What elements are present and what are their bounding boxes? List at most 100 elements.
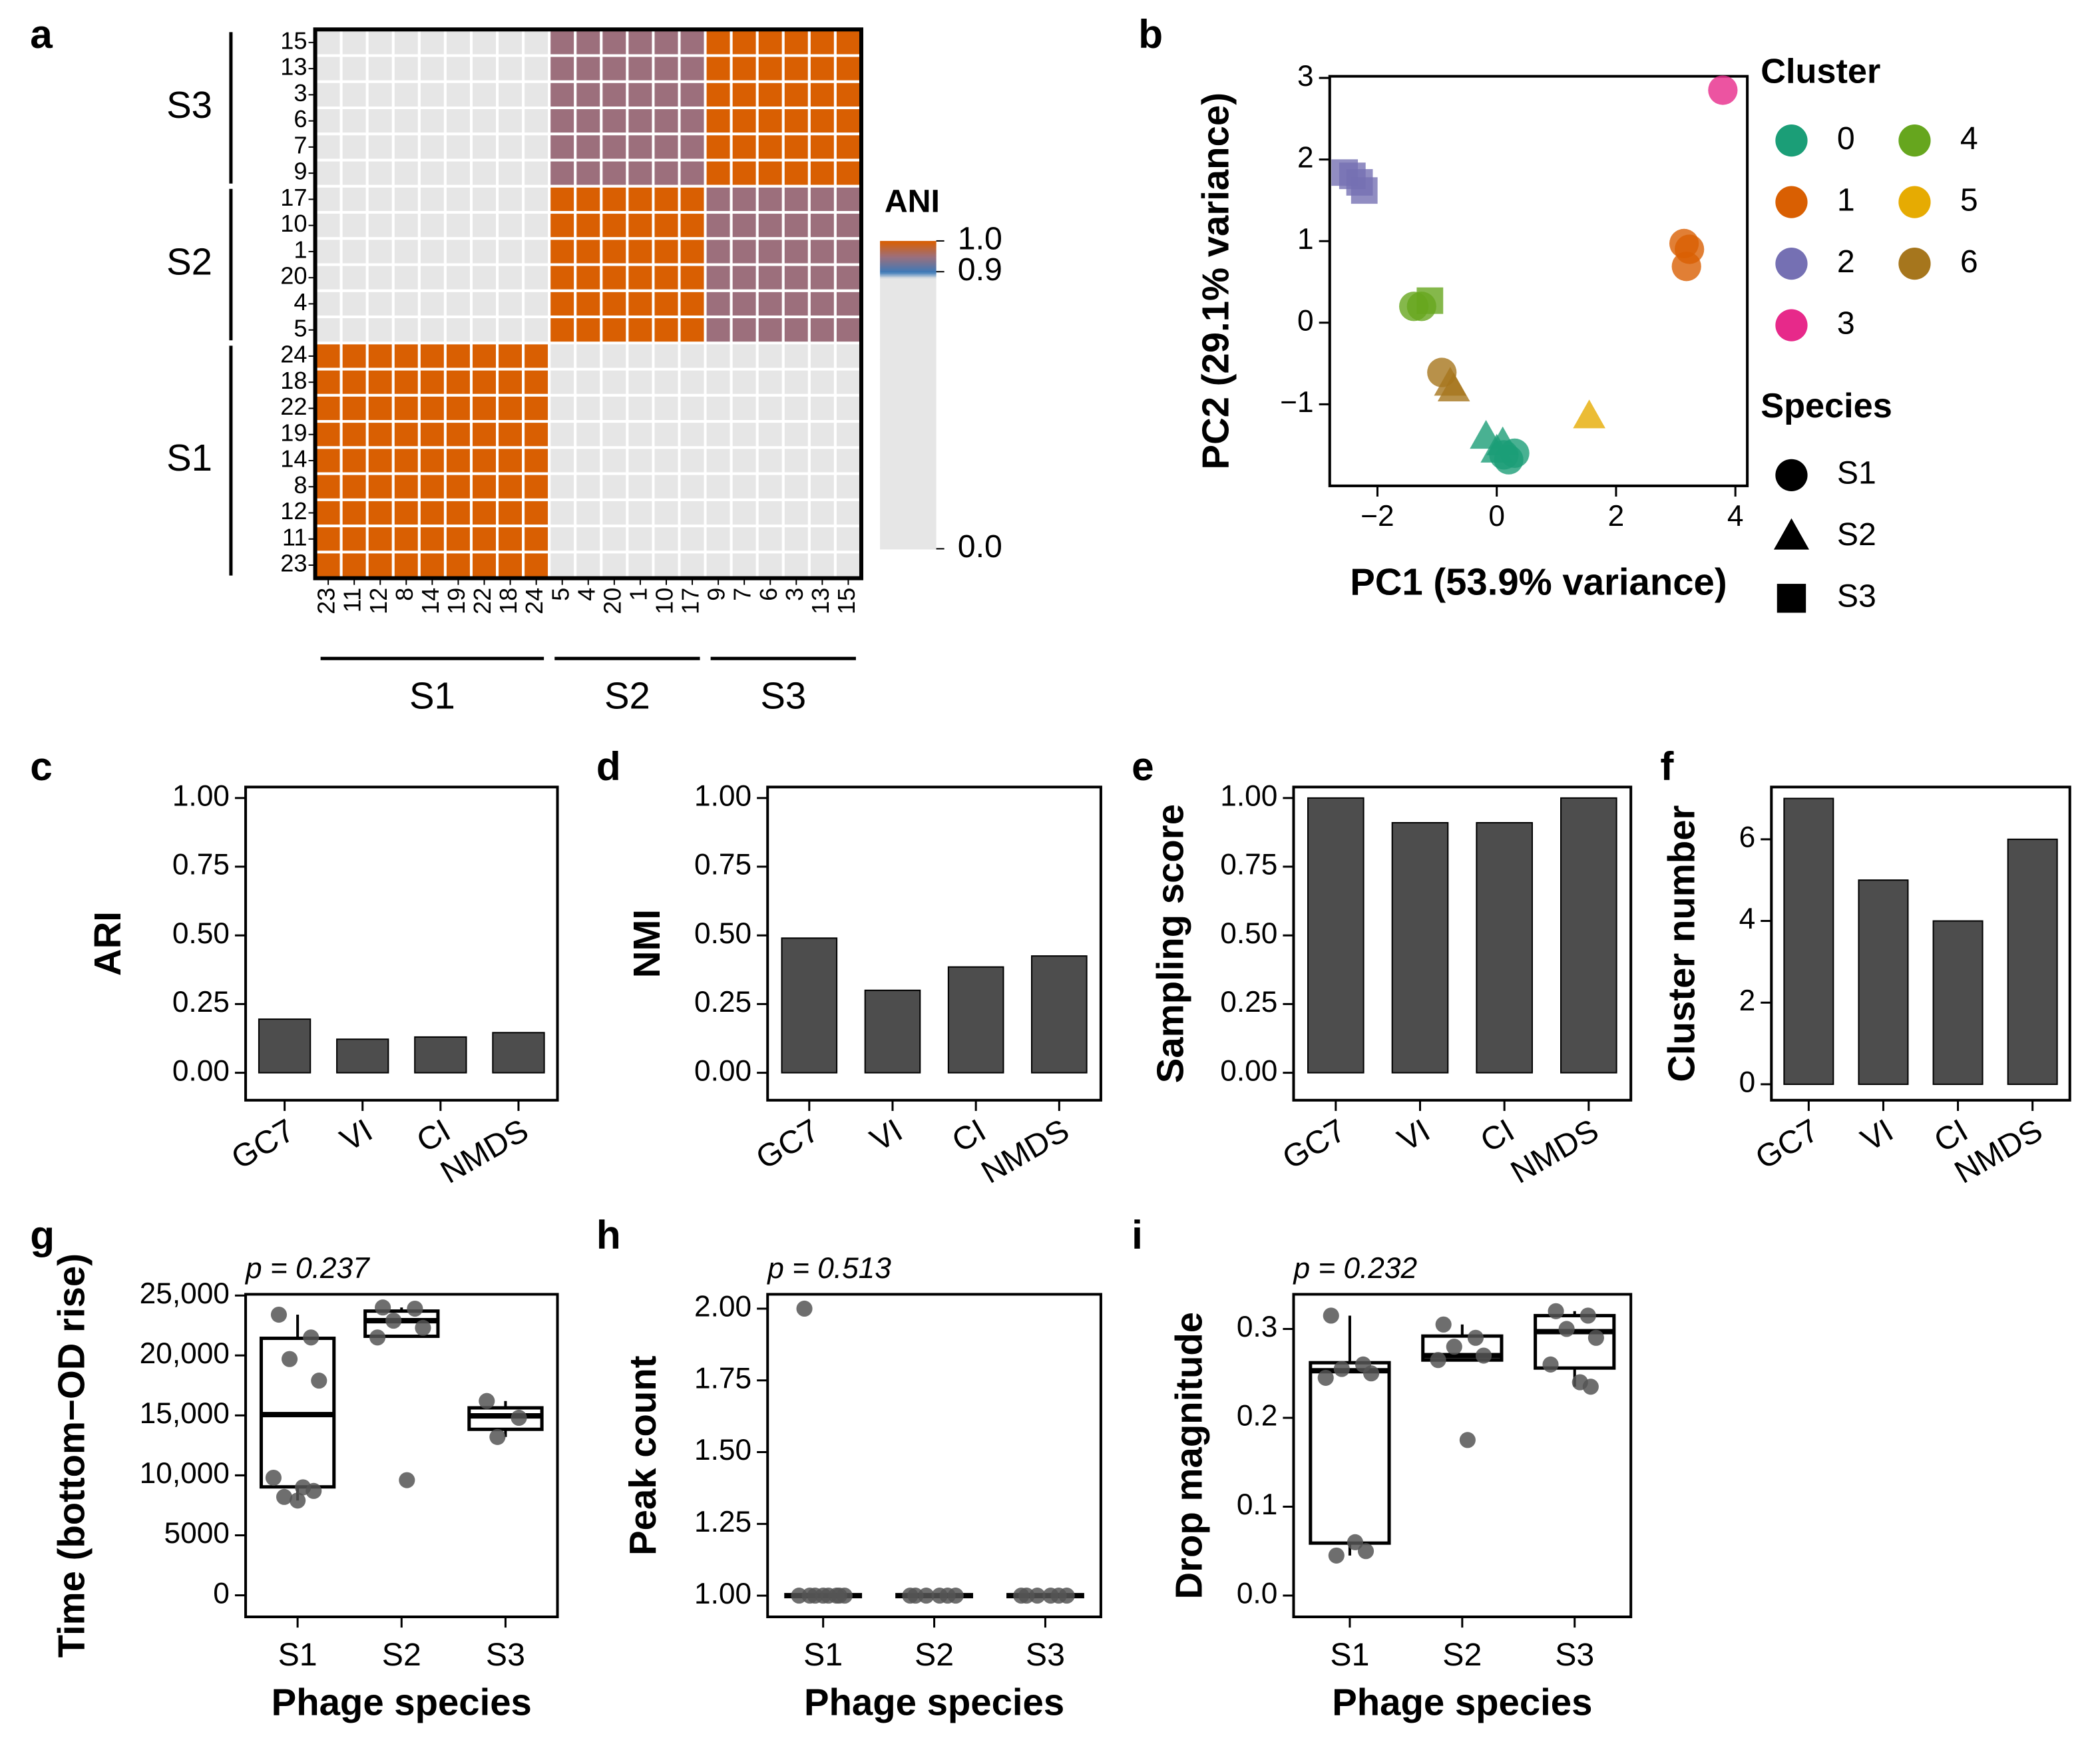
heatmap-cell bbox=[417, 420, 447, 449]
colorbar-slice bbox=[880, 365, 937, 368]
colorbar-slice bbox=[880, 373, 937, 376]
legend-label: 3 bbox=[1837, 305, 1855, 341]
heatmap-cell bbox=[548, 420, 577, 449]
colorbar-slice bbox=[880, 451, 937, 455]
colorbar-slice bbox=[880, 469, 937, 471]
y-tick-label: 1.50 bbox=[694, 1434, 751, 1466]
colorbar-slice bbox=[880, 399, 937, 402]
x-tick-label: GC7 bbox=[1277, 1112, 1352, 1176]
colorbar-slice bbox=[880, 429, 937, 431]
heatmap-cell bbox=[781, 525, 811, 554]
colorbar-slice bbox=[880, 256, 937, 259]
panel-letter: e bbox=[1132, 744, 1154, 789]
point bbox=[1029, 1588, 1046, 1604]
heatmap-cell bbox=[314, 393, 343, 423]
colorbar-slice bbox=[880, 342, 937, 345]
colorbar-slice bbox=[880, 326, 937, 328]
heatmap-cell bbox=[652, 184, 681, 214]
heatmap-cell bbox=[417, 237, 447, 266]
heatmap-cell bbox=[781, 289, 811, 319]
point bbox=[511, 1409, 527, 1426]
heatmap-cell bbox=[833, 28, 863, 57]
bar bbox=[781, 937, 838, 1074]
colorbar-slice bbox=[880, 487, 937, 490]
column-group-label: S3 bbox=[760, 674, 806, 716]
heatmap-cell bbox=[496, 54, 525, 83]
column-label: 5 bbox=[546, 588, 574, 601]
colorbar-slice bbox=[880, 248, 937, 251]
heatmap-cell bbox=[807, 211, 837, 240]
heatmap-cell bbox=[652, 446, 681, 475]
row-label: 8 bbox=[294, 471, 307, 499]
heatmap-cell bbox=[755, 420, 785, 449]
colorbar-slice bbox=[880, 371, 937, 374]
y-tick-label: 1 bbox=[1297, 223, 1314, 256]
heatmap-cell bbox=[781, 341, 811, 371]
heatmap-cell bbox=[781, 472, 811, 501]
heatmap-cell bbox=[548, 367, 577, 397]
heatmap-cell bbox=[443, 184, 473, 214]
heatmap-cell bbox=[443, 289, 473, 319]
heatmap-cell bbox=[807, 106, 837, 136]
colorbar-slice bbox=[880, 288, 937, 291]
colorbar-slice bbox=[880, 424, 937, 427]
point bbox=[407, 1300, 423, 1317]
heatmap-cell bbox=[730, 498, 759, 528]
colorbar-slice bbox=[880, 511, 937, 515]
heatmap-cell bbox=[833, 420, 863, 449]
row-label: 13 bbox=[280, 53, 307, 81]
heatmap-cell bbox=[339, 289, 369, 319]
heatmap-cell bbox=[652, 211, 681, 240]
heatmap-cell bbox=[678, 106, 707, 136]
colorbar-slice bbox=[880, 336, 937, 339]
x-tick-label: S1 bbox=[803, 1637, 843, 1673]
heatmap-cell bbox=[807, 420, 837, 449]
heatmap-cell bbox=[469, 446, 499, 475]
heatmap-cell bbox=[626, 316, 655, 345]
colorbar-slice bbox=[880, 501, 937, 504]
heatmap-cell bbox=[391, 550, 421, 580]
heatmap-cell bbox=[496, 316, 525, 345]
heatmap-cell bbox=[833, 525, 863, 554]
heatmap-cell bbox=[678, 498, 707, 528]
colorbar-slice bbox=[880, 328, 937, 331]
colorbar-slice bbox=[880, 489, 937, 491]
column-label: 12 bbox=[365, 588, 392, 614]
row-label: 23 bbox=[280, 550, 307, 577]
y-tick-label: 20,000 bbox=[140, 1337, 230, 1370]
heatmap-cell bbox=[548, 446, 577, 475]
colorbar-slice bbox=[880, 337, 937, 340]
colorbar-slice bbox=[880, 268, 937, 271]
heatmap-cell bbox=[469, 550, 499, 580]
point bbox=[270, 1306, 288, 1323]
heatmap-cell bbox=[755, 316, 785, 345]
point bbox=[1042, 1588, 1059, 1604]
y-tick-label: 0.3 bbox=[1237, 1311, 1277, 1343]
y-tick-label: 4 bbox=[1739, 903, 1756, 935]
colorbar-slice bbox=[880, 464, 937, 467]
column-label: 14 bbox=[417, 588, 444, 614]
heatmap-cell bbox=[704, 211, 733, 240]
colorbar-slice bbox=[880, 417, 937, 421]
colorbar-slice bbox=[880, 294, 937, 298]
colorbar-slice bbox=[880, 264, 937, 266]
colorbar-slice bbox=[880, 530, 937, 533]
heatmap-cell bbox=[314, 367, 343, 397]
heatmap-cell bbox=[496, 446, 525, 475]
point bbox=[1357, 1543, 1374, 1560]
heatmap-cell bbox=[626, 106, 655, 136]
heatmap-cell bbox=[833, 54, 863, 83]
colorbar-tick-label: 0.9 bbox=[958, 252, 1002, 288]
heatmap-cell bbox=[704, 472, 733, 501]
heatmap-cell bbox=[574, 393, 603, 423]
heatmap-cell bbox=[626, 550, 655, 580]
heatmap-cell bbox=[652, 498, 681, 528]
heatmap-cell bbox=[755, 550, 785, 580]
heatmap-cell bbox=[339, 316, 369, 345]
colorbar-slice bbox=[880, 347, 937, 349]
y-tick-label: 0.1 bbox=[1237, 1488, 1277, 1521]
row-label: 12 bbox=[280, 497, 307, 525]
colorbar-slice bbox=[880, 529, 937, 531]
legend-label: S3 bbox=[1837, 578, 1876, 614]
